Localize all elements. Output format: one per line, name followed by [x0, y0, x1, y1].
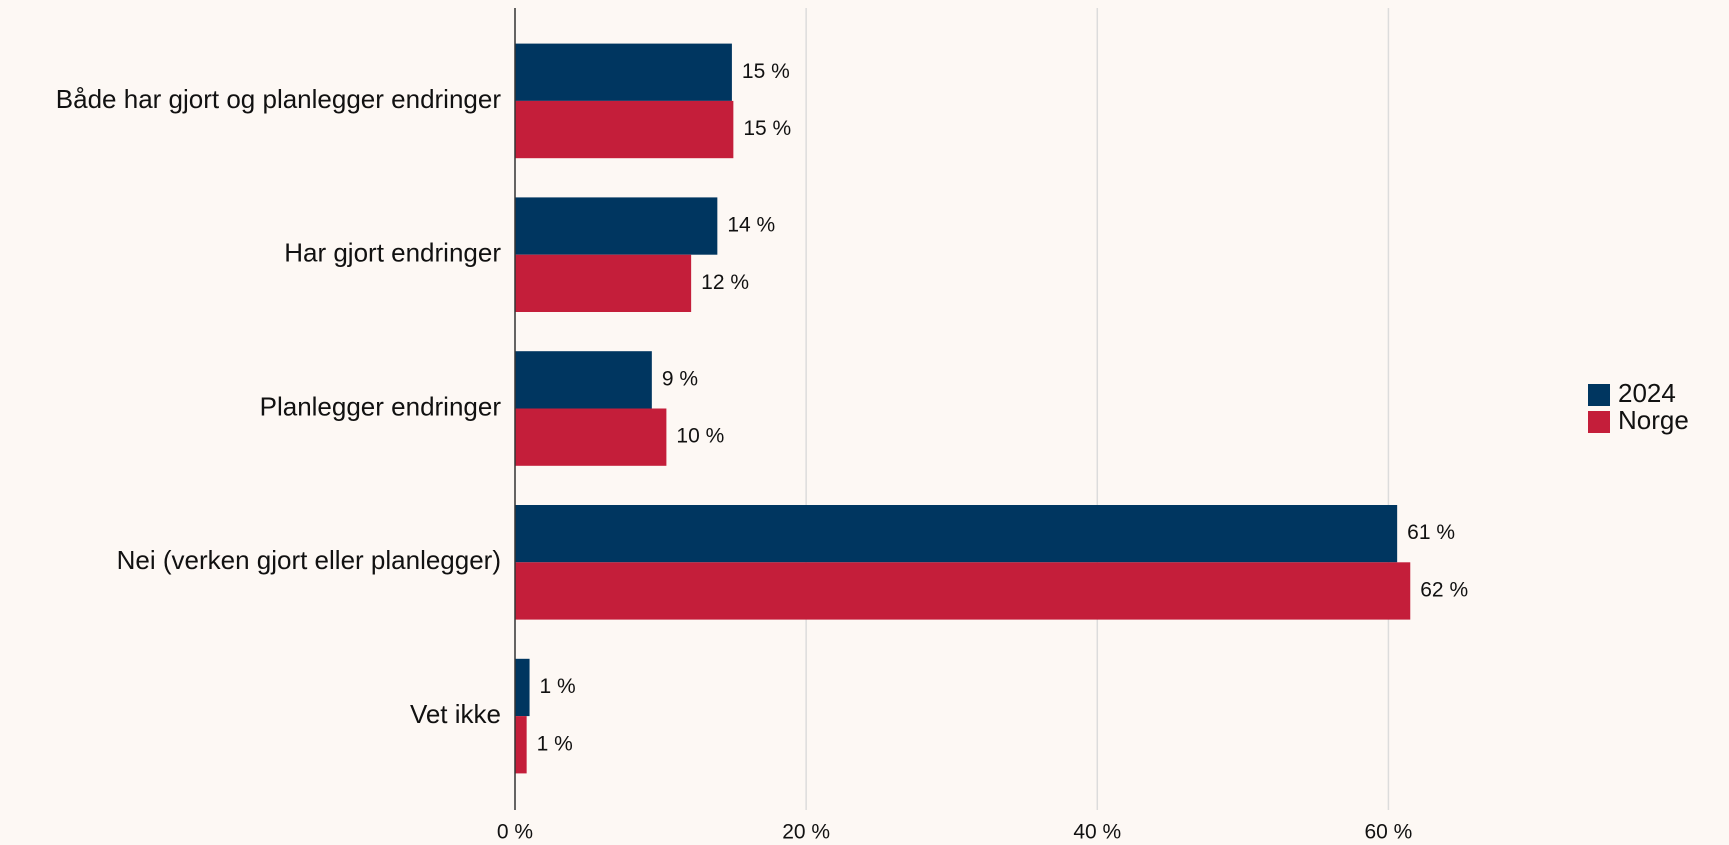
bar [515, 254, 692, 312]
value-label: 10 % [676, 425, 724, 448]
value-label: 12 % [701, 271, 749, 294]
category-label: Planlegger endringer [260, 391, 502, 421]
value-label: 14 % [727, 214, 775, 237]
bar [515, 505, 1398, 563]
x-tick-label: 60 % [1364, 821, 1412, 844]
bar [515, 562, 1411, 620]
value-label: 1 % [540, 675, 576, 698]
value-label: 61 % [1407, 521, 1455, 544]
value-label: 9 % [662, 367, 698, 390]
value-label: 15 % [742, 60, 790, 83]
legend-label: 2024 [1618, 378, 1676, 408]
value-label: 62 % [1420, 578, 1468, 601]
category-label: Nei (verken gjort eller planlegger) [117, 545, 501, 575]
bar [515, 351, 652, 409]
x-tick-label: 20 % [782, 821, 830, 844]
bar [515, 658, 530, 717]
legend-swatch [1588, 384, 1610, 406]
category-label: Har gjort endringer [284, 238, 501, 268]
category-label: Både har gjort og planlegger endringer [56, 84, 502, 114]
x-tick-label: 0 % [497, 821, 533, 844]
value-label: 15 % [743, 117, 791, 140]
x-tick-label: 40 % [1073, 821, 1121, 844]
category-label: Vet ikke [410, 699, 501, 729]
bar [515, 197, 718, 255]
bar [515, 408, 667, 466]
bar [515, 716, 527, 774]
bar [515, 100, 734, 159]
value-label: 1 % [537, 732, 573, 755]
legend-swatch [1588, 411, 1610, 433]
bar [515, 43, 732, 101]
legend-label: Norge [1618, 405, 1689, 435]
